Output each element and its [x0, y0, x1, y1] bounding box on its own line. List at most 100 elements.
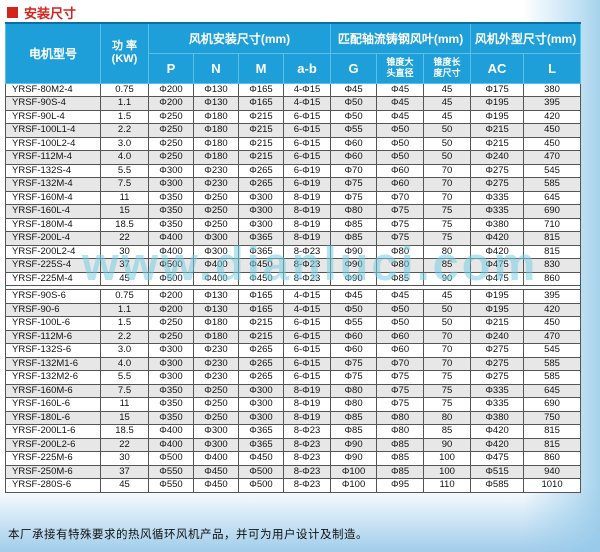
cell-a-b: 6-Φ15 [282, 370, 332, 385]
cell-g: Φ90 [330, 271, 378, 286]
cell-cone-len: 75 [423, 231, 472, 246]
cell-cone-len: 70 [423, 190, 472, 205]
cell-m: Φ165 [238, 96, 284, 111]
group-header-install: 风机安装尺寸(mm) [147, 22, 332, 54]
spec-table: 电机型号 功 率 (KW) 风机安装尺寸(mm) 匹配轴流铸钢风叶(mm) 风机… [5, 22, 582, 493]
cell-ac: Φ475 [470, 451, 525, 466]
cell-l: 585 [523, 356, 582, 371]
table-body-4pole: YRSF-80M2-4 0.75 Φ200 Φ130 Φ165 4-Φ15 Φ45 Φ45 45… [5, 82, 582, 286]
cell-cone-len: 90 [423, 271, 472, 286]
cell-m: Φ215 [238, 123, 284, 138]
cell-p: Φ250 [148, 316, 194, 331]
cell-g: Φ90 [330, 258, 378, 273]
cell-n: Φ400 [193, 258, 239, 273]
cell-cone-dia: Φ80 [376, 258, 425, 273]
cell-a-b: 8-Φ23 [282, 478, 332, 493]
table-row: YRSF-225M-6 30 Φ500 Φ400 Φ450 8-Φ23 Φ90 Φ85 100 Φ… [5, 451, 582, 466]
cell-n: Φ250 [193, 410, 239, 425]
col-header-power: 功 率 (KW) [100, 22, 149, 84]
cell-a-b: 8-Φ23 [282, 271, 332, 286]
cell-ac: Φ215 [470, 316, 525, 331]
cell-g: Φ75 [330, 177, 378, 192]
cell-l: 395 [523, 289, 582, 304]
cell-model: YRSF-132M2-6 [5, 370, 101, 385]
cell-p: Φ500 [148, 258, 194, 273]
cell-n: Φ180 [193, 136, 239, 151]
cell-ac: Φ195 [470, 109, 525, 124]
cell-power-kw: 4.0 [100, 150, 149, 165]
cell-ac: Φ195 [470, 302, 525, 317]
cell-n: Φ300 [193, 424, 239, 439]
cell-m: Φ450 [238, 271, 284, 286]
cell-cone-dia: Φ45 [376, 96, 425, 111]
cell-g: Φ50 [330, 96, 378, 111]
cell-m: Φ215 [238, 109, 284, 124]
col-header-cone-len: 锥度长度尺寸 [423, 52, 472, 84]
cell-power-kw: 5.5 [100, 163, 149, 178]
cell-cone-dia: Φ45 [376, 289, 425, 304]
cell-cone-len: 50 [423, 150, 472, 165]
cell-m: Φ165 [238, 289, 284, 304]
cell-p: Φ400 [148, 231, 194, 246]
group-separator [5, 285, 581, 290]
cell-model: YRSF-200L2-6 [5, 437, 101, 452]
cell-power-kw: 30 [100, 244, 149, 259]
cell-n: Φ300 [193, 244, 239, 259]
table-row: YRSF-200L-4 22 Φ400 Φ300 Φ365 8-Φ19 Φ85 Φ75 75 Φ4… [5, 231, 582, 246]
cell-n: Φ230 [193, 163, 239, 178]
cell-l: 860 [523, 271, 582, 286]
cell-ac: Φ240 [470, 150, 525, 165]
table-row: YRSF-180M-4 18.5 Φ350 Φ250 Φ300 8-Φ19 Φ85 Φ75 75… [5, 217, 582, 232]
cell-cone-dia: Φ50 [376, 136, 425, 151]
cell-cone-len: 45 [423, 109, 472, 124]
cell-m: Φ265 [238, 356, 284, 371]
cell-cone-len: 75 [423, 383, 472, 398]
cell-g: Φ60 [330, 343, 378, 358]
cell-cone-len: 90 [423, 437, 472, 452]
cell-m: Φ300 [238, 383, 284, 398]
cell-p: Φ200 [148, 96, 194, 111]
cell-a-b: 6-Φ19 [282, 177, 332, 192]
cell-a-b: 4-Φ15 [282, 302, 332, 317]
cell-cone-len: 45 [423, 82, 472, 97]
cell-ac: Φ420 [470, 437, 525, 452]
cell-p: Φ350 [148, 397, 194, 412]
cell-m: Φ450 [238, 258, 284, 273]
cell-p: Φ300 [148, 163, 194, 178]
cell-l: 450 [523, 123, 582, 138]
cell-p: Φ200 [148, 302, 194, 317]
cell-m: Φ300 [238, 397, 284, 412]
cell-cone-len: 70 [423, 343, 472, 358]
cell-m: Φ265 [238, 370, 284, 385]
cell-cone-len: 85 [423, 258, 472, 273]
group-header-outline: 风机外型尺寸(mm) [470, 22, 582, 54]
cell-cone-len: 70 [423, 163, 472, 178]
cell-model: YRSF-90-6 [5, 302, 101, 317]
cell-a-b: 4-Φ15 [282, 289, 332, 304]
table-row: YRSF-132M2-6 5.5 Φ300 Φ230 Φ265 6-Φ15 Φ75 Φ75 75… [5, 370, 582, 385]
cell-n: Φ230 [193, 177, 239, 192]
cell-model: YRSF-180M-4 [5, 217, 101, 232]
cell-a-b: 8-Φ23 [282, 258, 332, 273]
table-row: YRSF-180L-6 15 Φ350 Φ250 Φ300 8-Φ19 Φ85 Φ80 80 Φ3… [5, 410, 582, 425]
cell-cone-dia: Φ75 [376, 383, 425, 398]
cell-cone-len: 110 [423, 478, 472, 493]
col-header-model: 电机型号 [5, 22, 101, 84]
cell-a-b: 8-Φ23 [282, 464, 332, 479]
col-header-p: P [148, 52, 194, 84]
table-row: YRSF-132M-4 7.5 Φ300 Φ230 Φ265 6-Φ19 Φ75 Φ60 70 Φ… [5, 177, 582, 192]
cell-p: Φ500 [148, 451, 194, 466]
table-row: YRSF-160M-4 11 Φ350 Φ250 Φ300 8-Φ19 Φ75 Φ70 70 Φ3… [5, 190, 582, 205]
cell-a-b: 6-Φ15 [282, 123, 332, 138]
cell-a-b: 8-Φ23 [282, 451, 332, 466]
cell-l: 690 [523, 397, 582, 412]
cell-cone-dia: Φ85 [376, 437, 425, 452]
cell-cone-dia: Φ60 [376, 177, 425, 192]
cell-model: YRSF-132S-4 [5, 163, 101, 178]
table-row: YRSF-280S-6 45 Φ550 Φ450 Φ500 8-Φ23 Φ100 Φ95 110… [5, 478, 582, 493]
table-row: YRSF-90S-4 1.1 Φ200 Φ130 Φ165 4-Φ15 Φ50 Φ45 45 Φ1… [5, 96, 582, 111]
cell-n: Φ250 [193, 190, 239, 205]
cell-g: Φ70 [330, 163, 378, 178]
cell-n: Φ130 [193, 289, 239, 304]
cell-cone-dia: Φ75 [376, 370, 425, 385]
